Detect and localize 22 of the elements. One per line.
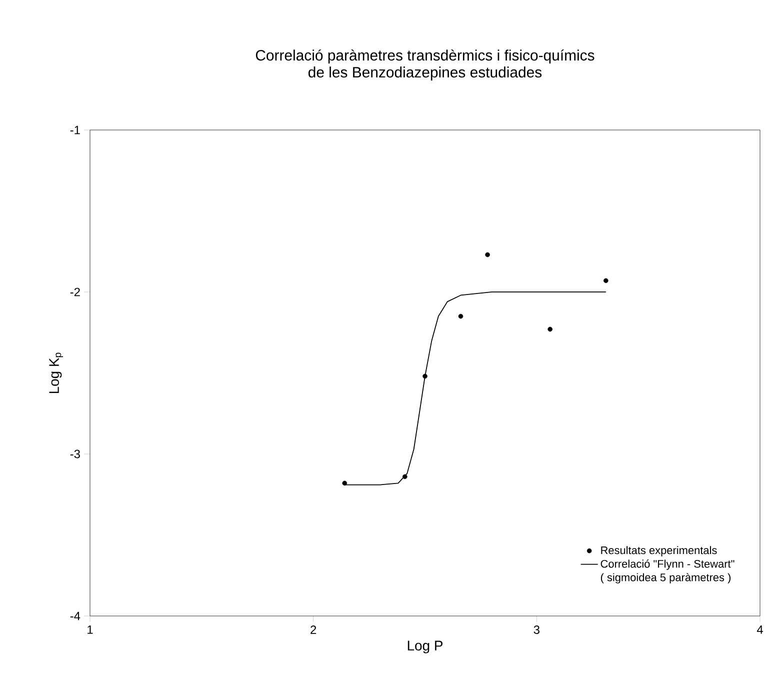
annotation: ( sigmoidea 5 paràmetres ) [600, 573, 731, 584]
point [422, 374, 428, 379]
legend-label: Resultats experimentals [601, 546, 717, 556]
chart-subtitle: de les Benzodiazepines estudiades [308, 66, 542, 80]
y-tick-label: -2 [70, 288, 80, 296]
point [548, 326, 552, 332]
point [458, 314, 464, 319]
legend-label: Correlació "Flynn - Stewart" [600, 560, 734, 570]
x-tick-label: 3 [534, 626, 540, 634]
chart-title: Correlació paràmetres transdèrmics i fisico-químics [256, 49, 594, 64]
y-tick-label: -4 [70, 612, 80, 620]
point [402, 474, 408, 480]
x-tick-label: 2 [310, 626, 316, 634]
y-axis-title: Log K$_{p}$ [49, 352, 64, 394]
x-tick-label: 1 [88, 626, 93, 634]
x-tick-label: 4 [756, 626, 763, 634]
y-tick-label: -3 [70, 450, 80, 458]
point [485, 252, 490, 258]
point [342, 480, 348, 486]
x-axis-title: Log P [408, 640, 442, 654]
y-tick-label: -1 [70, 126, 80, 134]
point [604, 278, 608, 284]
